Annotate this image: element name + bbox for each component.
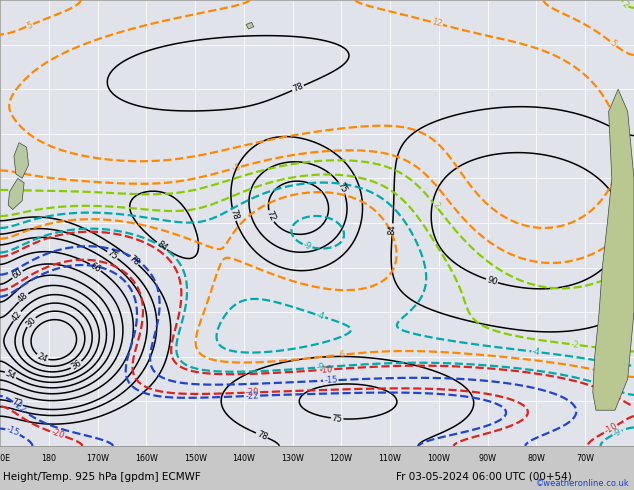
- Polygon shape: [246, 22, 254, 29]
- Text: 180: 180: [41, 454, 56, 463]
- Text: 36: 36: [69, 358, 83, 371]
- Polygon shape: [593, 89, 634, 410]
- Text: 75: 75: [332, 414, 343, 423]
- Text: 78: 78: [228, 208, 240, 221]
- Text: -20: -20: [245, 388, 259, 397]
- Text: -10: -10: [320, 365, 333, 374]
- Text: -10: -10: [602, 421, 619, 436]
- Text: 100W: 100W: [427, 454, 450, 463]
- Text: 70W: 70W: [576, 454, 594, 463]
- Text: -2: -2: [570, 340, 579, 349]
- Text: 140W: 140W: [233, 454, 256, 463]
- Text: 150W: 150W: [184, 454, 207, 463]
- Text: 75: 75: [105, 248, 119, 262]
- Text: -20: -20: [49, 427, 65, 441]
- Text: 72: 72: [264, 210, 277, 223]
- Text: 90: 90: [486, 275, 498, 287]
- Text: 42: 42: [10, 309, 23, 323]
- Text: 78: 78: [291, 82, 305, 94]
- Text: 5: 5: [234, 163, 241, 172]
- Text: 84: 84: [387, 224, 398, 235]
- Text: 84: 84: [155, 239, 169, 253]
- Text: 110W: 110W: [378, 454, 401, 463]
- Text: -22: -22: [245, 391, 259, 401]
- Text: -9: -9: [302, 241, 313, 252]
- Text: 66: 66: [89, 261, 102, 274]
- Text: 54: 54: [4, 368, 17, 381]
- Polygon shape: [8, 178, 24, 210]
- Text: 5: 5: [25, 20, 34, 30]
- Text: Fr 03-05-2024 06:00 UTC (00+54): Fr 03-05-2024 06:00 UTC (00+54): [396, 472, 572, 482]
- Text: -6: -6: [337, 350, 346, 360]
- Text: 2: 2: [430, 201, 441, 211]
- Text: 75: 75: [335, 181, 348, 195]
- Text: 80W: 80W: [527, 454, 545, 463]
- Text: 48: 48: [16, 291, 30, 305]
- Text: Height/Temp. 925 hPa [gpdm] ECMWF: Height/Temp. 925 hPa [gpdm] ECMWF: [3, 472, 201, 482]
- Text: -4: -4: [315, 310, 325, 321]
- Text: -9: -9: [316, 363, 325, 372]
- Text: 130W: 130W: [281, 454, 304, 463]
- Text: 2: 2: [620, 0, 630, 10]
- Text: -15: -15: [5, 425, 21, 439]
- Text: 24: 24: [36, 351, 49, 364]
- Text: -22: -22: [11, 399, 27, 415]
- Text: 30: 30: [24, 315, 38, 329]
- Text: 78: 78: [255, 429, 268, 441]
- Text: 78: 78: [127, 254, 141, 268]
- Text: 5: 5: [608, 38, 618, 49]
- Text: 120W: 120W: [330, 454, 353, 463]
- Text: -4: -4: [532, 347, 541, 357]
- Polygon shape: [14, 143, 29, 178]
- Text: -15: -15: [324, 376, 338, 385]
- Text: 12: 12: [430, 18, 443, 29]
- Text: 170W: 170W: [86, 454, 109, 463]
- Text: 160W: 160W: [135, 454, 158, 463]
- Text: -9: -9: [611, 427, 623, 439]
- Text: 60: 60: [11, 268, 25, 281]
- Text: 90W: 90W: [479, 454, 496, 463]
- Text: 170E: 170E: [0, 454, 10, 463]
- Text: ©weatheronline.co.uk: ©weatheronline.co.uk: [536, 479, 630, 488]
- Text: 72: 72: [11, 398, 23, 410]
